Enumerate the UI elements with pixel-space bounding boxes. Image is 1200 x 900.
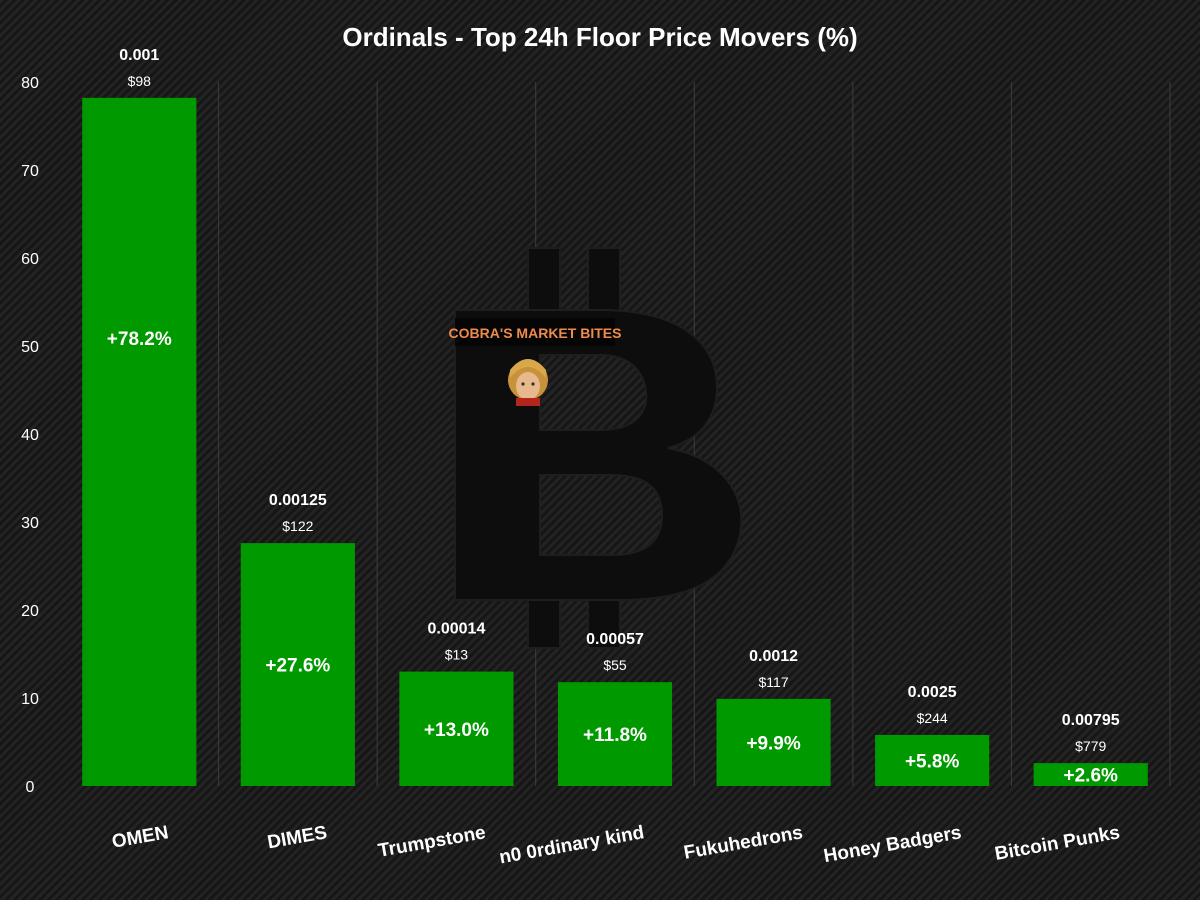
bar — [716, 698, 831, 786]
floor-price-btc: 0.00014 — [428, 621, 486, 638]
y-tick-label: 70 — [21, 163, 39, 180]
y-tick-label: 20 — [21, 603, 39, 620]
floor-price-btc: 0.00795 — [1062, 712, 1120, 729]
y-tick-label: 80 — [21, 75, 39, 92]
bar — [1033, 763, 1148, 786]
bitcoin-logo-icon — [454, 247, 743, 649]
y-tick-label: 10 — [21, 691, 39, 708]
x-tick-label: n0 0rdinary kind — [498, 822, 646, 868]
floor-price-btc: 0.0012 — [749, 648, 798, 665]
floor-price-usd: $117 — [759, 674, 789, 690]
avatar-icon — [508, 359, 548, 406]
y-tick-label: 0 — [26, 779, 35, 796]
x-tick-label: Trumpstone — [377, 822, 488, 862]
bar — [875, 734, 990, 786]
x-tick-label: OMEN — [110, 822, 170, 853]
bar-value-label: +13.0% — [424, 720, 489, 741]
y-tick-label: 50 — [21, 339, 39, 356]
x-axis: OMEN DIMES Trumpstone n0 0rdinary kind Fukuh… — [110, 822, 1121, 868]
x-tick-label: DIMES — [266, 822, 329, 853]
bar — [82, 97, 197, 787]
floor-price-usd: $779 — [1075, 738, 1106, 754]
watermark-banner — [455, 318, 615, 346]
watermark-text: COBRA'S MARKET BITES — [449, 325, 622, 341]
y-tick-label: 40 — [21, 427, 39, 444]
bar-value-label: +9.9% — [746, 733, 801, 754]
bars: +78.2% 0.001 $98 +27.6% 0.00125 $122 +13.0% 0.0… — [82, 47, 1148, 787]
bar-value-label: +78.2% — [107, 329, 172, 350]
chart-title: Ordinals - Top 24h Floor Price Movers (%… — [342, 22, 858, 52]
watermark: COBRA'S MARKET BITES — [449, 247, 743, 649]
y-tick-label: 60 — [21, 251, 39, 268]
x-tick-label: Honey Badgers — [822, 822, 963, 867]
x-tick-label: Bitcoin Punks — [993, 822, 1121, 865]
bar-value-label: +5.8% — [905, 751, 960, 772]
bar — [240, 543, 355, 786]
floor-price-btc: 0.001 — [119, 47, 159, 64]
bar-value-label: +11.8% — [583, 725, 647, 746]
bar-value-label: +27.6% — [265, 656, 330, 677]
floor-price-btc: 0.0025 — [908, 684, 957, 701]
floor-price-btc: 0.00057 — [586, 631, 644, 648]
bar — [557, 682, 673, 786]
floor-price-btc: 0.00125 — [269, 492, 327, 509]
bar-value-label: +2.6% — [1064, 766, 1119, 787]
floor-price-usd: $122 — [282, 518, 313, 534]
y-axis: 0 10 20 30 40 50 60 70 80 — [21, 75, 39, 796]
floor-price-usd: $244 — [917, 710, 948, 726]
floor-price-usd: $13 — [445, 647, 469, 663]
bar — [399, 671, 514, 786]
x-tick-label: Fukuhedrons — [682, 822, 804, 864]
y-tick-label: 30 — [21, 515, 39, 532]
floor-price-usd: $55 — [603, 657, 627, 673]
floor-price-usd: $98 — [128, 73, 152, 89]
